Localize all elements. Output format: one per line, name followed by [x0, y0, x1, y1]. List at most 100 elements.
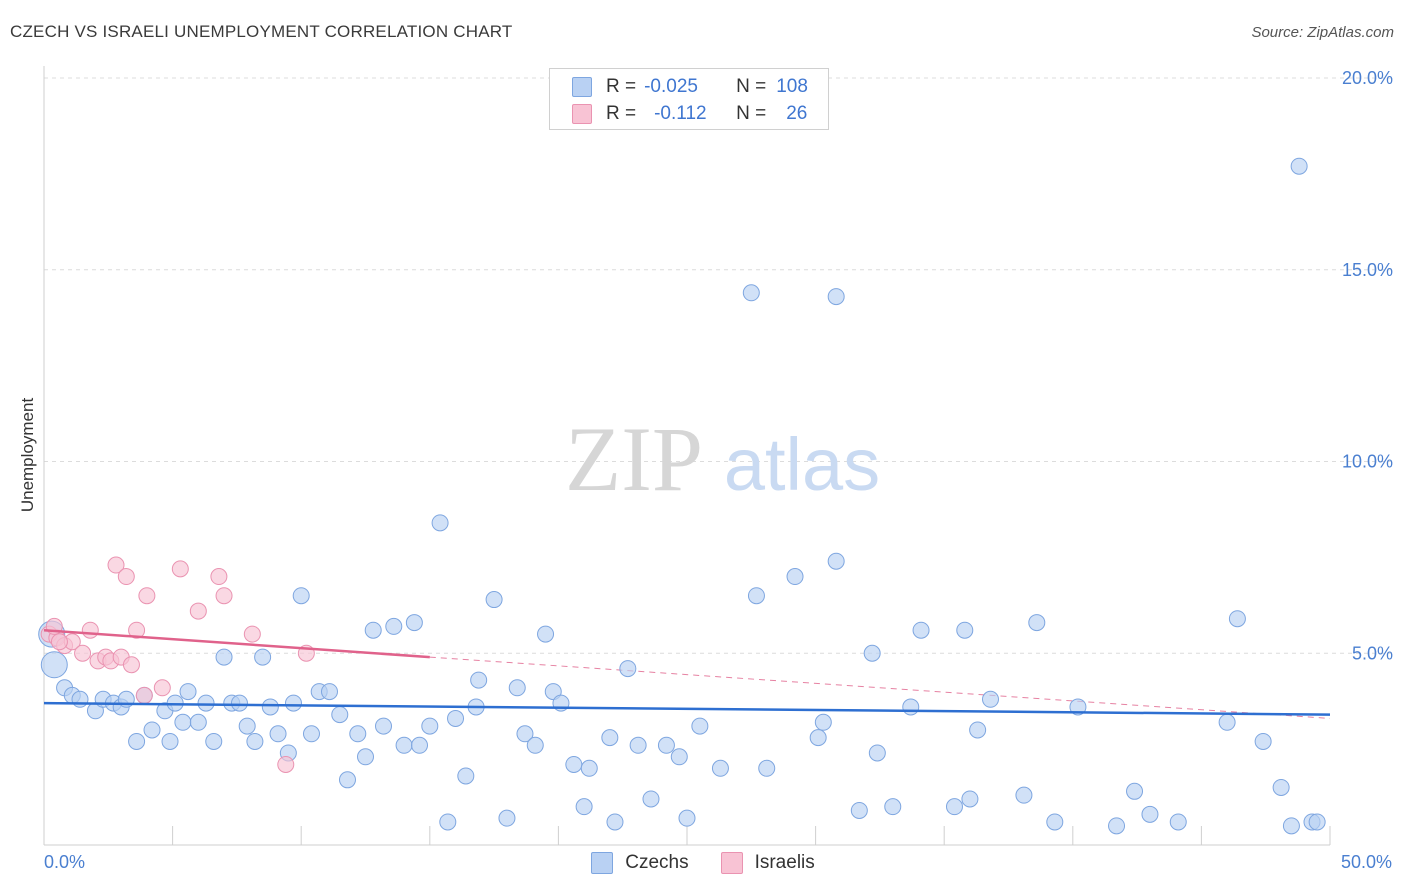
- czech-point[interactable]: [439, 813, 457, 831]
- czech-point[interactable]: [457, 767, 475, 785]
- czech-point[interactable]: [912, 621, 930, 639]
- czech-point[interactable]: [711, 759, 729, 777]
- czech-point[interactable]: [411, 736, 429, 754]
- israeli-point[interactable]: [138, 587, 156, 605]
- czech-point[interactable]: [485, 591, 503, 609]
- czech-point[interactable]: [364, 621, 382, 639]
- czech-point[interactable]: [284, 694, 302, 712]
- czech-point[interactable]: [1228, 610, 1246, 628]
- israeli-point[interactable]: [122, 656, 140, 674]
- czech-point[interactable]: [1169, 813, 1187, 831]
- czech-point[interactable]: [601, 729, 619, 747]
- czech-point[interactable]: [71, 690, 89, 708]
- czech-point[interactable]: [969, 721, 987, 739]
- czech-point[interactable]: [197, 694, 215, 712]
- czech-point[interactable]: [884, 798, 902, 816]
- czech-point[interactable]: [850, 801, 868, 819]
- israeli-point[interactable]: [128, 621, 146, 639]
- czech-point[interactable]: [375, 717, 393, 735]
- czech-point[interactable]: [516, 725, 534, 743]
- israeli-point[interactable]: [81, 621, 99, 639]
- israeli-point[interactable]: [74, 644, 92, 662]
- czech-point[interactable]: [575, 798, 593, 816]
- czech-point[interactable]: [758, 759, 776, 777]
- czech-point[interactable]: [292, 587, 310, 605]
- czech-point[interactable]: [580, 759, 598, 777]
- czech-point[interactable]: [1141, 805, 1159, 823]
- legend-item-czechs[interactable]: Czechs: [591, 852, 689, 874]
- czech-point[interactable]: [205, 732, 223, 750]
- czech-point[interactable]: [868, 744, 886, 762]
- czech-point[interactable]: [629, 736, 647, 754]
- czech-point[interactable]: [747, 587, 765, 605]
- czech-point[interactable]: [405, 614, 423, 632]
- czech-point[interactable]: [508, 679, 526, 697]
- czech-point[interactable]: [357, 748, 374, 766]
- israeli-point[interactable]: [135, 686, 153, 704]
- czech-point[interactable]: [421, 717, 439, 735]
- czech-point[interactable]: [961, 790, 979, 808]
- czech-point[interactable]: [385, 617, 403, 635]
- czech-point[interactable]: [1069, 698, 1087, 716]
- israeli-point[interactable]: [171, 560, 189, 578]
- czech-point[interactable]: [1218, 713, 1236, 731]
- czech-point[interactable]: [678, 809, 696, 827]
- czech-point[interactable]: [320, 683, 338, 701]
- czech-point[interactable]: [1272, 778, 1290, 796]
- czech-point[interactable]: [657, 736, 675, 754]
- czech-point[interactable]: [827, 552, 845, 570]
- czech-point[interactable]: [238, 717, 256, 735]
- czech-point[interactable]: [161, 732, 179, 750]
- czech-point[interactable]: [230, 694, 248, 712]
- czech-point[interactable]: [1308, 813, 1326, 831]
- czech-point[interactable]: [809, 729, 827, 747]
- czech-point[interactable]: [189, 713, 207, 731]
- israeli-point[interactable]: [215, 587, 233, 605]
- czech-point[interactable]: [619, 660, 637, 678]
- czech-point[interactable]: [498, 809, 516, 827]
- czech-point[interactable]: [814, 713, 832, 731]
- czech-point[interactable]: [1290, 157, 1308, 175]
- czech-point[interactable]: [863, 644, 881, 662]
- czech-point[interactable]: [902, 698, 920, 716]
- czech-point[interactable]: [338, 771, 356, 789]
- czech-point[interactable]: [956, 621, 974, 639]
- czech-point[interactable]: [786, 568, 804, 586]
- czech-point[interactable]: [642, 790, 660, 808]
- czech-point[interactable]: [1126, 782, 1144, 800]
- israeli-point[interactable]: [189, 602, 207, 620]
- czech-point[interactable]: [246, 732, 264, 750]
- czech-point[interactable]: [537, 625, 555, 643]
- czech-point[interactable]: [565, 755, 583, 773]
- israeli-point[interactable]: [50, 633, 68, 651]
- israeli-point[interactable]: [153, 679, 171, 697]
- czech-point[interactable]: [1046, 813, 1064, 831]
- czech-point[interactable]: [174, 713, 192, 731]
- czech-point[interactable]: [691, 717, 709, 735]
- czech-point[interactable]: [742, 284, 760, 302]
- czech-point[interactable]: [606, 813, 624, 831]
- israeli-point[interactable]: [277, 755, 295, 773]
- czech-point[interactable]: [981, 690, 999, 708]
- czech-point[interactable]: [670, 748, 688, 766]
- czech-point[interactable]: [128, 732, 146, 750]
- czech-point[interactable]: [179, 683, 197, 701]
- czech-point[interactable]: [431, 514, 449, 532]
- czech-point[interactable]: [1108, 817, 1126, 835]
- israeli-point[interactable]: [117, 568, 135, 586]
- israeli-point[interactable]: [210, 568, 228, 586]
- czech-point[interactable]: [302, 725, 320, 743]
- czech-point[interactable]: [254, 648, 272, 666]
- czech-point[interactable]: [1028, 614, 1046, 632]
- israeli-point[interactable]: [243, 625, 261, 643]
- czech-point[interactable]: [1254, 732, 1272, 750]
- czech-point[interactable]: [40, 651, 68, 679]
- czech-point[interactable]: [269, 725, 287, 743]
- czech-point[interactable]: [526, 736, 544, 754]
- czech-point[interactable]: [261, 698, 279, 716]
- czech-point[interactable]: [215, 648, 233, 666]
- czech-point[interactable]: [945, 798, 963, 816]
- czech-point[interactable]: [349, 725, 367, 743]
- czech-point[interactable]: [1282, 817, 1300, 835]
- czech-point[interactable]: [395, 736, 413, 754]
